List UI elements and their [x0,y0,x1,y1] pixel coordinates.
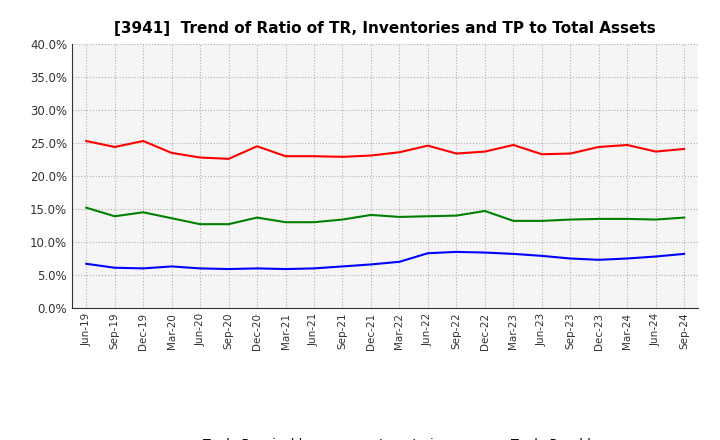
Trade Receivables [395,150,404,155]
Trade Receivables [310,154,318,159]
Line: Inventories: Inventories [86,252,684,269]
Inventories [366,262,375,267]
Trade Payables [110,214,119,219]
Trade Receivables [595,144,603,150]
Trade Payables [595,216,603,221]
Trade Receivables [253,143,261,149]
Trade Payables [310,220,318,225]
Trade Payables [623,216,631,221]
Inventories [537,253,546,258]
Trade Receivables [110,144,119,150]
Trade Receivables [366,153,375,158]
Trade Receivables [282,154,290,159]
Trade Payables [167,216,176,221]
Trade Payables [282,220,290,225]
Inventories [225,267,233,272]
Inventories [196,266,204,271]
Trade Receivables [509,142,518,147]
Trade Receivables [338,154,347,159]
Trade Payables [139,210,148,215]
Inventories [680,251,688,257]
Inventories [310,266,318,271]
Inventories [338,264,347,269]
Trade Payables [196,221,204,227]
Trade Receivables [423,143,432,148]
Trade Receivables [196,155,204,160]
Trade Receivables [623,142,631,147]
Inventories [82,261,91,266]
Inventories [595,257,603,262]
Trade Payables [652,217,660,222]
Trade Payables [452,213,461,218]
Trade Payables [566,217,575,222]
Trade Payables [395,214,404,220]
Trade Payables [366,213,375,218]
Trade Payables [225,221,233,227]
Inventories [452,249,461,254]
Inventories [253,266,261,271]
Inventories [652,254,660,259]
Trade Receivables [480,149,489,154]
Trade Receivables [452,151,461,156]
Trade Payables [253,215,261,220]
Trade Payables [480,209,489,214]
Trade Receivables [537,151,546,157]
Trade Receivables [566,151,575,156]
Trade Receivables [652,149,660,154]
Trade Payables [509,218,518,224]
Inventories [282,267,290,272]
Trade Receivables [167,150,176,156]
Inventories [110,265,119,270]
Trade Payables [537,218,546,224]
Inventories [480,250,489,255]
Legend: Trade Receivables, Inventories, Trade Payables: Trade Receivables, Inventories, Trade Pa… [161,433,610,440]
Inventories [167,264,176,269]
Trade Receivables [82,138,91,143]
Inventories [566,256,575,261]
Line: Trade Receivables: Trade Receivables [86,141,684,159]
Trade Receivables [225,156,233,161]
Title: [3941]  Trend of Ratio of TR, Inventories and TP to Total Assets: [3941] Trend of Ratio of TR, Inventories… [114,21,656,36]
Inventories [509,251,518,257]
Trade Payables [82,205,91,210]
Inventories [423,250,432,256]
Trade Payables [423,214,432,219]
Trade Receivables [680,146,688,151]
Inventories [395,259,404,264]
Inventories [139,266,148,271]
Trade Receivables [139,138,148,143]
Trade Payables [680,215,688,220]
Inventories [623,256,631,261]
Trade Payables [338,217,347,222]
Line: Trade Payables: Trade Payables [86,208,684,224]
